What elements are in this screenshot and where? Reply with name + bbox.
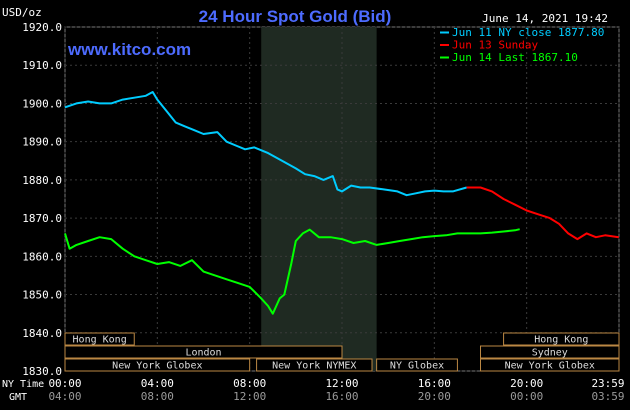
x-tick-label-ny: 04:00 xyxy=(141,377,174,390)
x-axis-ticks: 00:00 04:00 08:00 12:00 16:00 20:00 23:5904:00… xyxy=(48,377,624,403)
session-bar xyxy=(64,358,251,372)
x-tick-label-gmt: 03:59 xyxy=(591,390,624,403)
session-label: New York Globex xyxy=(112,361,202,372)
x-label-ny-time: NY Time xyxy=(2,379,44,390)
series-line-2 xyxy=(64,228,520,315)
site-watermark: www.kitco.com xyxy=(67,40,191,59)
x-tick-label-gmt: 12:00 xyxy=(233,390,266,403)
x-tick-label-ny: 23:59 xyxy=(591,377,624,390)
session-bar xyxy=(503,332,620,346)
session-bar xyxy=(376,358,458,372)
y-tick-label: 1920.0 xyxy=(22,21,62,34)
session-bar xyxy=(480,358,620,372)
x-tick-label-ny: 08:00 xyxy=(233,377,266,390)
legend-entry: Jun 11 NY close 1877.80 xyxy=(452,26,604,39)
chart-timestamp: June 14, 2021 19:42 xyxy=(482,12,608,25)
x-tick-label-gmt: 16:00 xyxy=(325,390,358,403)
chart-title: 24 Hour Spot Gold (Bid) xyxy=(199,7,392,26)
y-tick-label: 1870.0 xyxy=(22,212,62,225)
session-label: London xyxy=(185,348,221,359)
series-line-0 xyxy=(64,91,467,197)
y-tick-label: 1840.0 xyxy=(22,327,62,340)
x-tick-label-ny: 16:00 xyxy=(418,377,451,390)
x-tick-label-gmt: 08:00 xyxy=(141,390,174,403)
x-tick-label-gmt: 00:00 xyxy=(510,390,543,403)
market-sessions: Hong Kong London New York Globex New York N… xyxy=(64,332,620,372)
session-label: NY Globex xyxy=(390,361,444,372)
session-bar xyxy=(64,345,343,359)
y-unit-label: USD/oz xyxy=(2,6,42,19)
x-tick-label-gmt: 20:00 xyxy=(418,390,451,403)
y-tick-label: 1830.0 xyxy=(22,365,62,378)
session-label: New York NYMEX xyxy=(272,361,356,372)
price-series xyxy=(64,91,619,315)
y-axis-ticks: 1920.0 1910.0 1900.0 1890.0 1880.0 1870.0 1860… xyxy=(22,21,62,378)
session-label: New York Globex xyxy=(505,361,595,372)
series-line-1 xyxy=(466,186,619,241)
y-tick-label: 1880.0 xyxy=(22,174,62,187)
session-label: Hong Kong xyxy=(73,335,127,346)
x-tick-label-gmt: 04:00 xyxy=(48,390,81,403)
x-label-gmt: GMT xyxy=(9,392,27,403)
x-tick-label-ny: 12:00 xyxy=(325,377,358,390)
y-tick-label: 1890.0 xyxy=(22,136,62,149)
y-tick-label: 1910.0 xyxy=(22,59,62,72)
session-bar xyxy=(256,358,373,372)
session-bar xyxy=(480,345,620,359)
y-tick-label: 1900.0 xyxy=(22,97,62,110)
session-label: Sydney xyxy=(532,348,568,359)
legend-entry: Jun 14 Last 1867.10 xyxy=(452,51,578,64)
nymex-highlight xyxy=(261,27,377,371)
session-label: Hong Kong xyxy=(534,335,588,346)
y-tick-label: 1850.0 xyxy=(22,289,62,302)
y-tick-label: 1860.0 xyxy=(22,250,62,263)
x-tick-label-ny: 20:00 xyxy=(510,377,543,390)
x-tick-label-ny: 00:00 xyxy=(48,377,81,390)
legend-entry: Jun 13 Sunday xyxy=(452,39,538,52)
session-bar xyxy=(64,332,135,346)
highlight-band xyxy=(261,27,377,371)
